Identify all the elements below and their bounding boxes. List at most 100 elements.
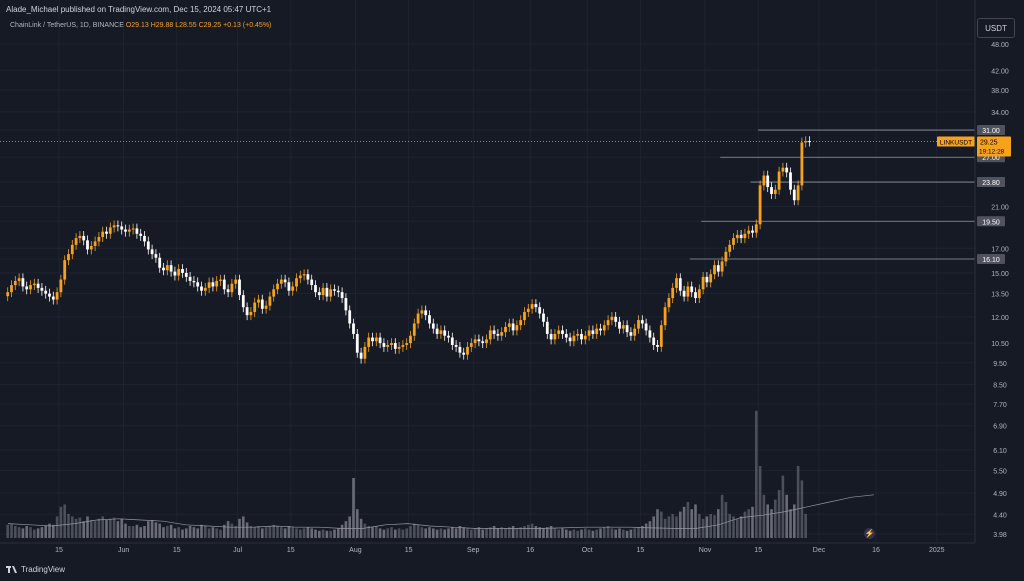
volume-bar [447, 528, 450, 538]
candle-body [526, 308, 530, 312]
candle-body [743, 233, 747, 239]
time-tick-label: 2025 [929, 547, 945, 554]
candle-body [682, 290, 686, 297]
candle-body [340, 292, 344, 299]
level-label-bg [977, 253, 1005, 264]
candle-body [770, 187, 773, 194]
level-label-bg [977, 216, 1005, 227]
candle-body [127, 229, 131, 232]
volume-bar [67, 514, 70, 538]
candle-body [792, 189, 796, 201]
volume-bar [580, 529, 583, 538]
candle-body [124, 229, 127, 232]
candle-body [591, 330, 595, 334]
volume-bar [686, 502, 690, 538]
volume-bar [439, 528, 443, 538]
candle-body [325, 287, 329, 297]
candle-body [568, 337, 572, 342]
candle-body [450, 337, 454, 345]
volume-bar [150, 520, 154, 538]
volume-bar [264, 527, 268, 538]
candle-body [291, 286, 295, 291]
volume-bar [622, 529, 625, 538]
candle-body [538, 307, 542, 314]
volume-bar [755, 410, 758, 538]
candle-body [386, 344, 390, 347]
candle-body [371, 337, 374, 342]
volume-bar [185, 528, 188, 538]
candle-body [519, 320, 523, 326]
volume-bar [424, 528, 427, 538]
volume-bar [283, 528, 287, 538]
time-tick-label: 15 [637, 547, 645, 554]
candle-body [614, 316, 618, 322]
horizontal-levels: 31.00 27.00 23.80 19.50 16.10 LINKUSDT 29.25 19… [0, 125, 1011, 264]
candle-body [709, 274, 713, 283]
volume-bar [724, 502, 728, 538]
volume-bar [371, 527, 374, 538]
candle-body [10, 285, 13, 293]
candle-body [644, 323, 648, 331]
volume-bar [314, 529, 317, 538]
candle-body [439, 330, 443, 334]
volume-bar [139, 527, 142, 538]
candle-body [618, 321, 621, 329]
volume-bar [652, 516, 655, 538]
volume-bar [21, 528, 25, 538]
volume-bar [599, 528, 602, 538]
candle-body [44, 290, 48, 294]
candle-body [253, 302, 257, 312]
candle-body [686, 286, 690, 297]
price-tick-label: 6.10 [993, 448, 1007, 455]
candle-body [804, 141, 808, 143]
volume-bar [591, 530, 595, 538]
candle-body [355, 333, 359, 353]
candle-body [264, 305, 268, 309]
candle-body [352, 323, 355, 334]
volume-bar [644, 523, 648, 538]
candle-body [143, 235, 146, 242]
last-price-label-bg [977, 136, 1011, 157]
candle-body [808, 141, 811, 143]
candle-body [409, 335, 412, 344]
candle-body [74, 238, 78, 245]
candle-body [610, 316, 614, 321]
candle-body [762, 175, 766, 186]
candle-body [640, 320, 644, 324]
time-tick-label: Oct [582, 547, 593, 554]
volume-bar [310, 528, 313, 538]
currency-button[interactable]: USDT [977, 18, 1015, 38]
volume-bar [90, 520, 93, 538]
volume-bar [694, 504, 697, 538]
volume-bar [230, 523, 234, 538]
volume-bar [333, 529, 336, 538]
candle-body [735, 234, 739, 239]
ohlc-values: O29.13 H29.88 L28.55 C29.25 +0.13 (+0.45… [125, 22, 272, 29]
volume-bar [36, 528, 40, 538]
volume-bar [720, 494, 724, 538]
publisher-line: Alade_Michael published on TradingView.c… [6, 5, 272, 14]
candle-body [397, 346, 401, 349]
volume-bar [33, 529, 36, 538]
volume-bar [435, 529, 439, 538]
volume-bar [595, 529, 598, 538]
volume-bar [318, 530, 321, 538]
candle-body [146, 241, 150, 250]
volume-bar [196, 528, 199, 538]
candle-body [390, 343, 393, 345]
time-tick-label: 16 [526, 547, 534, 554]
volume-bar [800, 480, 804, 538]
volume-bar [86, 516, 89, 538]
candle-body [59, 279, 63, 293]
candle-body [158, 257, 162, 268]
candle-body [637, 320, 640, 329]
volume-bar [25, 526, 28, 538]
volume-bar [321, 529, 325, 538]
candle-body [336, 290, 340, 293]
candle-body [363, 346, 367, 359]
volume-bar [648, 521, 652, 538]
volume-bar [120, 518, 123, 538]
candle-body [211, 282, 215, 287]
lightning-icon[interactable]: ⚡ [864, 528, 875, 539]
